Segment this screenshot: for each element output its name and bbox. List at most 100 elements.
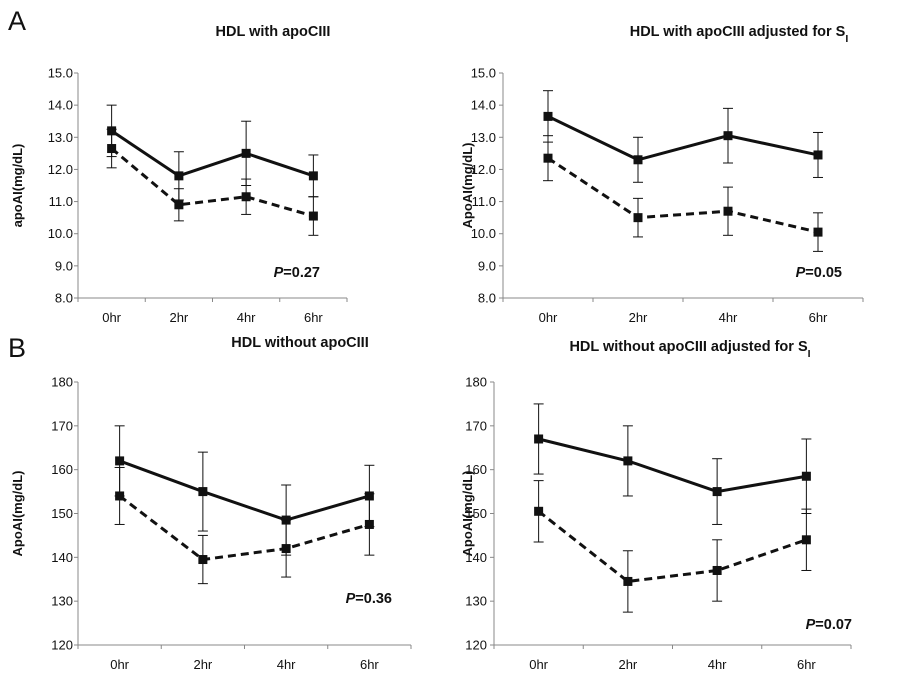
data-point	[813, 150, 823, 160]
data-point	[198, 487, 208, 497]
y-tick-label: 120	[51, 638, 73, 653]
data-point	[115, 456, 125, 466]
y-tick-label: 12.0	[471, 162, 496, 177]
chart-title: HDL with apoCIII	[216, 24, 331, 40]
y-tick-label: 170	[51, 418, 73, 433]
x-tick-label: 2hr	[193, 657, 212, 672]
y-tick-label: 13.0	[471, 130, 496, 145]
series-line-dashed	[547, 156, 819, 234]
y-tick-label: 8.0	[55, 291, 73, 306]
chart-3: 120 130 140 150 160 170 180 0hr 2hr 4hr 6hr ApoAI(m…	[10, 335, 412, 672]
x-tick-label: 0hr	[110, 657, 129, 672]
data-point	[801, 471, 811, 481]
data-point	[633, 213, 643, 223]
p-symbol: P	[274, 265, 284, 281]
series-solid	[106, 104, 319, 201]
data-point	[633, 155, 643, 165]
y-tick-label: 11.0	[472, 194, 496, 209]
y-tick-label: 130	[51, 594, 73, 609]
chart-1: 8.0 9.0 10.0 11.0 12.0 13.0 14.0 15.0 0hr 2hr 4hr 6…	[10, 24, 348, 325]
data-point	[623, 576, 633, 586]
series-dashed	[533, 480, 812, 613]
y-axis-label: apoAI(mg/dL)	[10, 144, 25, 228]
x-tick-label: 6hr	[809, 310, 828, 325]
data-point	[543, 153, 553, 163]
y-tick-label: 160	[51, 462, 73, 477]
x-tick-label: 6hr	[304, 310, 323, 325]
y-tick-label: 10.0	[471, 226, 496, 241]
y-tick-label: 140	[465, 550, 487, 565]
data-point	[241, 148, 251, 158]
data-point	[534, 506, 544, 516]
x-tick-label: 6hr	[797, 657, 816, 672]
data-point	[801, 535, 811, 545]
y-tick-label: 140	[51, 550, 73, 565]
data-point	[723, 131, 733, 141]
y-tick-label: 9.0	[478, 258, 496, 273]
y-tick-label: 130	[465, 594, 487, 609]
x-tick-label: 0hr	[529, 657, 548, 672]
data-point	[241, 192, 251, 202]
y-tick-label: 8.0	[478, 291, 496, 306]
chart-title: HDL without apoCIII adjusted for SI	[569, 339, 810, 360]
y-tick-label: 12.0	[48, 162, 73, 177]
p-symbol: P	[806, 617, 816, 633]
data-point	[723, 206, 733, 216]
y-tick-label: 9.0	[55, 258, 73, 273]
x-tick-label: 4hr	[237, 310, 256, 325]
data-point	[174, 200, 184, 210]
data-point	[534, 434, 544, 444]
data-point	[623, 456, 633, 466]
data-point	[107, 144, 117, 154]
series-line-dashed	[110, 147, 314, 218]
title-subscript: I	[845, 33, 848, 45]
panel-label-a: A	[8, 6, 26, 36]
series-line-solid	[547, 115, 819, 162]
x-tick-label: 4hr	[708, 657, 727, 672]
data-point	[813, 227, 823, 237]
y-tick-label: 13.0	[48, 130, 73, 145]
series-solid	[533, 403, 812, 525]
series-solid	[543, 90, 823, 183]
x-tick-label: 6hr	[360, 657, 379, 672]
y-tick-label: 15.0	[48, 66, 73, 81]
x-tick-label: 2hr	[629, 310, 648, 325]
y-tick-label: 150	[51, 506, 73, 521]
x-tick-label: 0hr	[102, 310, 121, 325]
x-tick-label: 4hr	[277, 657, 296, 672]
series-line-solid	[538, 437, 807, 494]
p-symbol: P	[796, 265, 806, 281]
chart-4: 120 130 140 150 160 170 180 0hr 2hr 4hr 6hr ApoAI(m…	[460, 339, 852, 672]
p-value: P=0.07	[806, 617, 852, 633]
series-line-dashed	[537, 510, 807, 584]
y-tick-label: 170	[465, 418, 487, 433]
y-tick-label: 180	[465, 375, 487, 390]
y-axis-label: ApoAI(mg/dL)	[460, 471, 475, 557]
data-point	[543, 111, 553, 121]
panel-label-b: B	[8, 333, 26, 363]
y-tick-label: 14.0	[471, 98, 496, 113]
series-line-dashed	[118, 494, 370, 562]
y-tick-label: 14.0	[48, 98, 73, 113]
series-dashed	[543, 135, 823, 252]
x-tick-label: 0hr	[539, 310, 558, 325]
chart-title: HDL with apoCIII adjusted for SI	[630, 24, 849, 45]
p-value: P=0.36	[346, 591, 392, 607]
y-tick-label: 15.0	[471, 66, 496, 81]
data-point	[308, 211, 318, 221]
series-dashed	[114, 466, 375, 585]
series-line-solid	[119, 459, 370, 522]
y-tick-label: 10.0	[48, 226, 73, 241]
x-tick-label: 2hr	[618, 657, 637, 672]
y-tick-label: 150	[465, 506, 487, 521]
data-point	[281, 544, 291, 554]
y-tick-label: 160	[465, 462, 487, 477]
title-subscript: I	[808, 348, 811, 360]
p-symbol: P	[346, 591, 356, 607]
data-point	[174, 171, 184, 181]
x-tick-label: 2hr	[169, 310, 188, 325]
x-tick-label: 4hr	[719, 310, 738, 325]
data-point	[712, 565, 722, 575]
y-tick-label: 120	[465, 638, 487, 653]
